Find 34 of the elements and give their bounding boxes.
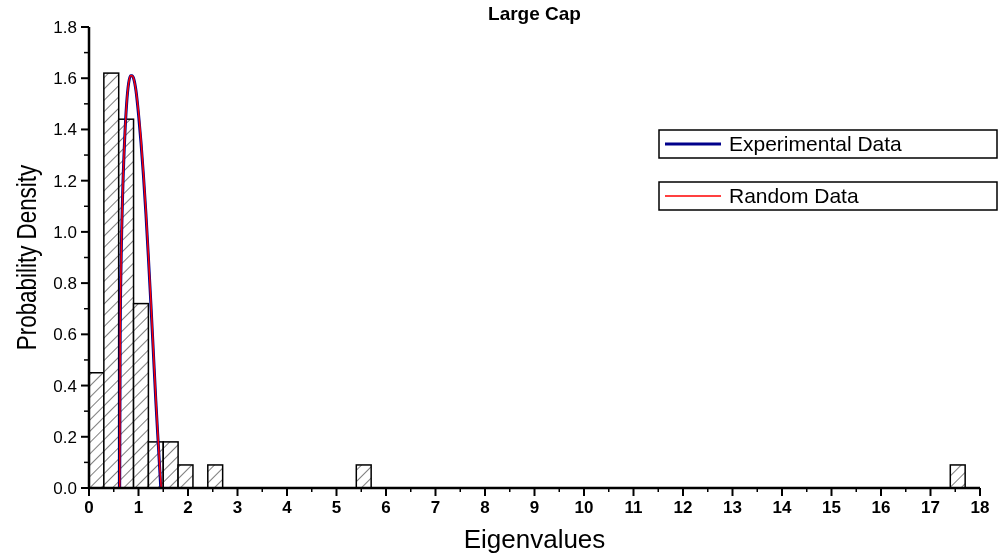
x-tick-label: 7 <box>430 498 441 517</box>
x-tick-label: 16 <box>871 498 891 517</box>
y-tick-label: 1.8 <box>53 18 77 37</box>
x-tick-label: 14 <box>772 498 792 517</box>
x-tick-label: 6 <box>381 498 391 517</box>
x-tick-label: 3 <box>232 498 243 517</box>
y-tick-label: 0.0 <box>53 479 77 498</box>
chart-title: Large Cap <box>488 3 581 24</box>
x-tick-label: 12 <box>673 498 693 517</box>
legend-label: Random Data <box>729 184 859 207</box>
x-tick-label: 0 <box>84 498 94 517</box>
y-tick-label: 1.0 <box>53 222 77 242</box>
x-tick-label: 9 <box>529 498 540 517</box>
y-tick-label: 0.8 <box>53 274 77 294</box>
y-tick-label: 0.6 <box>53 325 77 345</box>
x-tick-label: 1 <box>133 498 144 517</box>
y-tick-label: 1.4 <box>53 120 77 140</box>
x-tick-label: 11 <box>624 498 643 517</box>
y-tick-label: 1.2 <box>53 171 77 191</box>
y-axis-title: Probability Density <box>10 164 42 351</box>
x-axis-title: Eigenvalues <box>463 524 606 554</box>
x-tick-label: 8 <box>480 498 490 517</box>
y-tick-label: 0.4 <box>53 376 77 396</box>
x-tick-label: 10 <box>574 498 594 517</box>
x-tick-label: 4 <box>282 498 293 517</box>
x-tick-label: 13 <box>723 498 742 517</box>
x-tick-label: 18 <box>970 498 990 517</box>
y-tick-label: 1.6 <box>53 69 77 89</box>
y-tick-label: 0.2 <box>53 427 77 447</box>
x-tick-label: 2 <box>183 498 193 517</box>
x-tick-label: 17 <box>921 498 940 517</box>
legend-label: Experimental Data <box>729 132 903 155</box>
x-tick-label: 15 <box>822 498 841 517</box>
x-tick-label: 5 <box>331 498 342 517</box>
